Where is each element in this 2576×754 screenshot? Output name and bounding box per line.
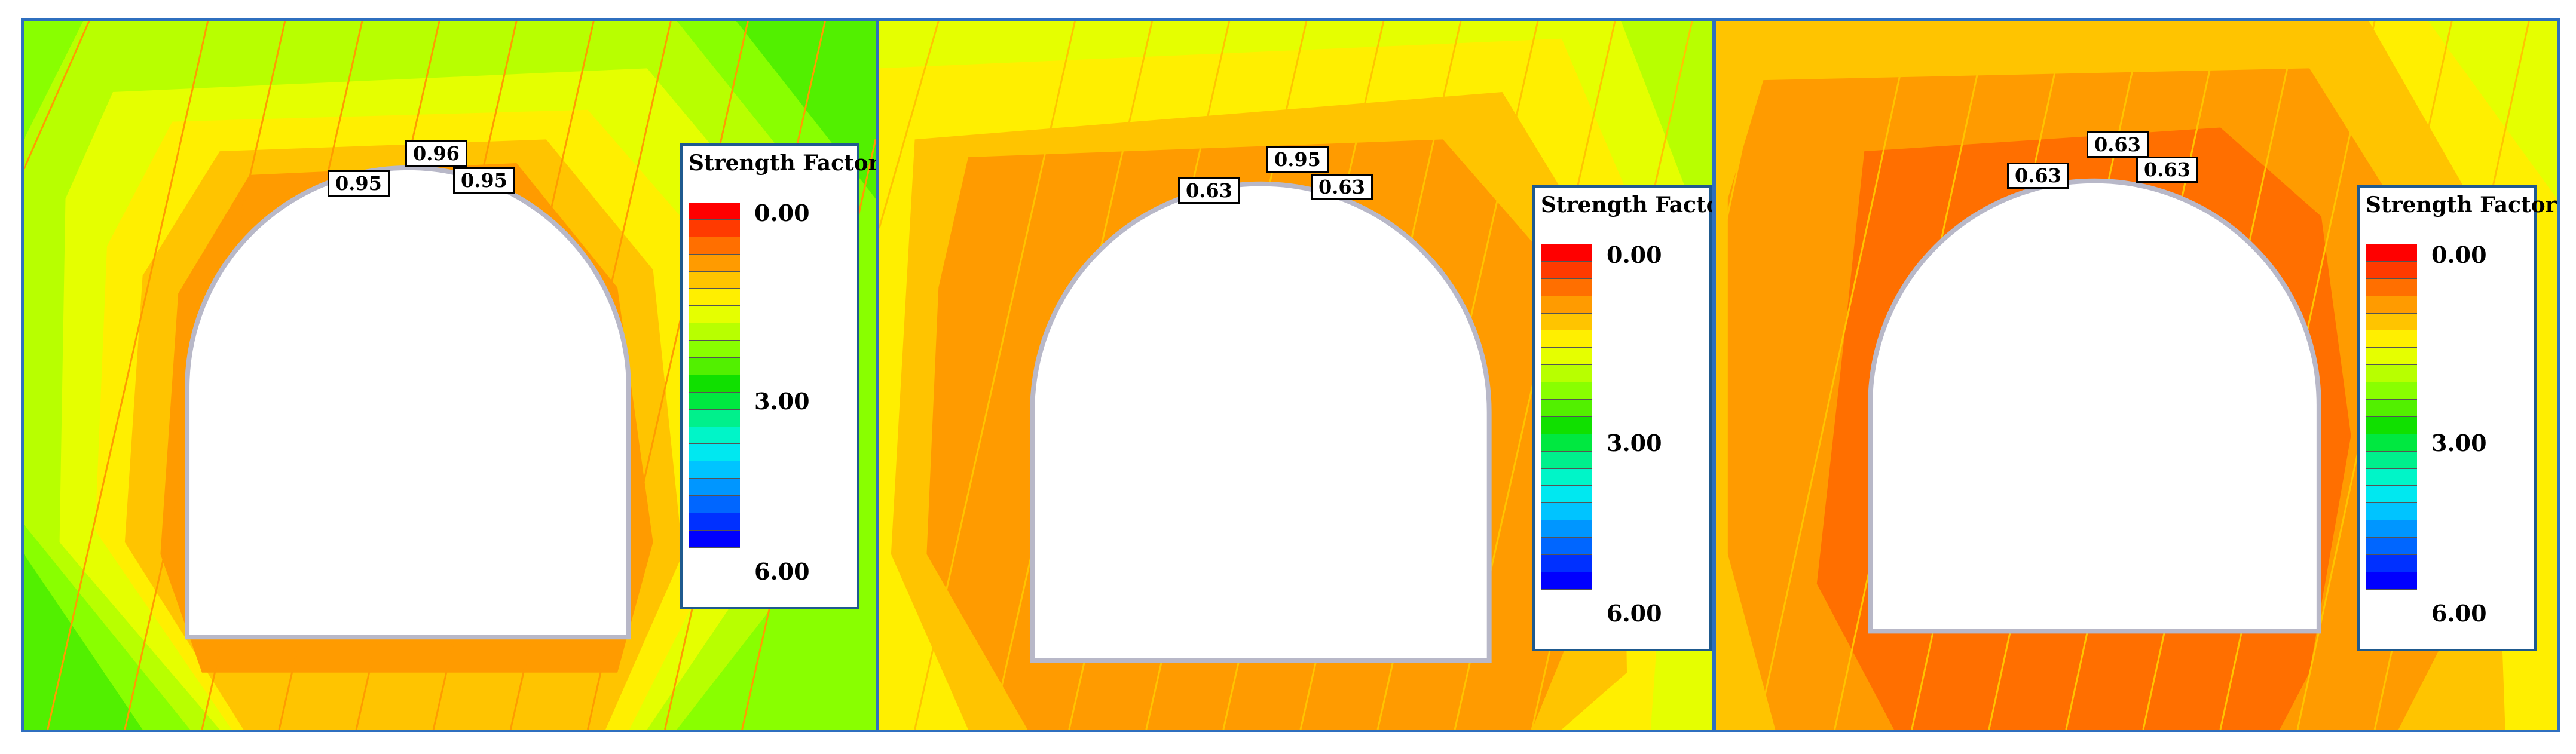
legend-2: Strength Factor 0.00 3.00 6.00 [1532, 185, 1712, 651]
color-swatch [1541, 313, 1592, 331]
legend-max-label: 6.00 [1607, 600, 1662, 627]
color-swatch [2366, 434, 2417, 452]
color-swatch [1541, 434, 1592, 452]
color-swatch [2366, 244, 2417, 262]
contour-panel-3: 0.63 0.63 0.63 Strength Factor 0.00 3.00… [1713, 18, 2560, 732]
color-swatch [2366, 416, 2417, 434]
color-swatch [2366, 503, 2417, 521]
color-swatch [689, 219, 740, 237]
color-swatch [1541, 400, 1592, 417]
legend-title: Strength Factor [2366, 192, 2557, 217]
value-label-right: 0.63 [2136, 157, 2198, 183]
color-swatch [2366, 382, 2417, 400]
color-swatch [2366, 486, 2417, 504]
value-label-crown: 0.63 [2087, 131, 2149, 158]
color-swatch [1541, 348, 1592, 366]
contour-panel-2: 0.63 0.95 0.63 Strength Factor 0.00 3.00… [876, 18, 1715, 732]
color-swatch [1541, 520, 1592, 538]
value-label-left: 0.63 [1178, 177, 1240, 204]
value-label-right: 0.95 [453, 167, 515, 194]
legend-mid-label: 3.00 [754, 388, 810, 415]
color-swatch [689, 203, 740, 220]
contour-plot-1 [24, 21, 876, 730]
tunnel-opening-1 [185, 165, 631, 640]
color-swatch [689, 392, 740, 410]
color-swatch [689, 461, 740, 479]
color-swatch [689, 479, 740, 496]
legend-min-label: 0.00 [754, 200, 810, 226]
color-swatch [689, 444, 740, 462]
color-swatch [2366, 330, 2417, 348]
color-swatch [689, 409, 740, 427]
color-swatch [689, 323, 740, 341]
color-swatch [1541, 572, 1592, 590]
color-swatch [689, 427, 740, 445]
color-swatch [2366, 348, 2417, 366]
color-swatch [2366, 520, 2417, 538]
value-label-left: 0.95 [328, 170, 390, 197]
legend-3: Strength Factor 0.00 3.00 6.00 [2357, 185, 2557, 651]
color-swatch [2366, 365, 2417, 383]
value-label-left: 0.63 [2007, 163, 2069, 189]
color-swatch [1541, 244, 1592, 262]
color-swatch [1541, 503, 1592, 521]
color-swatch [2366, 555, 2417, 572]
color-swatch [689, 306, 740, 324]
color-swatch [689, 513, 740, 531]
color-swatch [689, 289, 740, 306]
color-swatch [1541, 261, 1592, 279]
color-swatch [2366, 313, 2417, 331]
color-swatch [1541, 296, 1592, 314]
color-swatch [689, 496, 740, 514]
legend-title: Strength Factor [1541, 192, 1715, 217]
contour-panel-1: 0.95 0.96 0.95 Strength Factor 0.00 3.00… [21, 18, 879, 732]
color-swatch [1541, 451, 1592, 469]
legend-title: Strength Factor [689, 151, 879, 176]
color-swatch [2366, 572, 2417, 590]
color-swatch [689, 530, 740, 548]
color-scale-bar [689, 203, 740, 548]
color-swatch [1541, 416, 1592, 434]
legend-1: Strength Factor 0.00 3.00 6.00 [680, 143, 876, 609]
tunnel-opening-2 [1030, 181, 1492, 663]
tunnel-opening-3 [1868, 178, 2321, 634]
color-swatch [2366, 451, 2417, 469]
color-swatch [689, 271, 740, 289]
color-swatch [2366, 468, 2417, 486]
color-swatch [1541, 278, 1592, 296]
color-swatch [689, 358, 740, 375]
color-swatch [689, 341, 740, 358]
color-swatch [2366, 538, 2417, 556]
legend-min-label: 0.00 [2431, 241, 2487, 268]
color-swatch [1541, 330, 1592, 348]
color-swatch [689, 254, 740, 272]
color-swatch [1541, 365, 1592, 383]
color-swatch [2366, 261, 2417, 279]
legend-max-label: 6.00 [754, 558, 810, 585]
color-scale-bar [1541, 244, 1592, 590]
legend-mid-label: 3.00 [1607, 430, 1662, 456]
color-swatch [2366, 296, 2417, 314]
value-label-right: 0.63 [1311, 174, 1373, 200]
color-swatch [689, 375, 740, 393]
legend-mid-label: 3.00 [2431, 430, 2487, 456]
value-label-crown: 0.95 [1266, 146, 1329, 173]
color-swatch [1541, 468, 1592, 486]
color-swatch [1541, 486, 1592, 504]
color-scale-bar [2366, 244, 2417, 590]
legend-max-label: 6.00 [2431, 600, 2487, 627]
color-swatch [2366, 278, 2417, 296]
contour-plot-3 [1716, 21, 2557, 730]
legend-min-label: 0.00 [1607, 241, 1662, 268]
color-swatch [1541, 555, 1592, 572]
color-swatch [2366, 400, 2417, 417]
color-swatch [689, 237, 740, 255]
color-swatch [1541, 538, 1592, 556]
color-swatch [1541, 382, 1592, 400]
value-label-crown: 0.96 [405, 140, 467, 167]
